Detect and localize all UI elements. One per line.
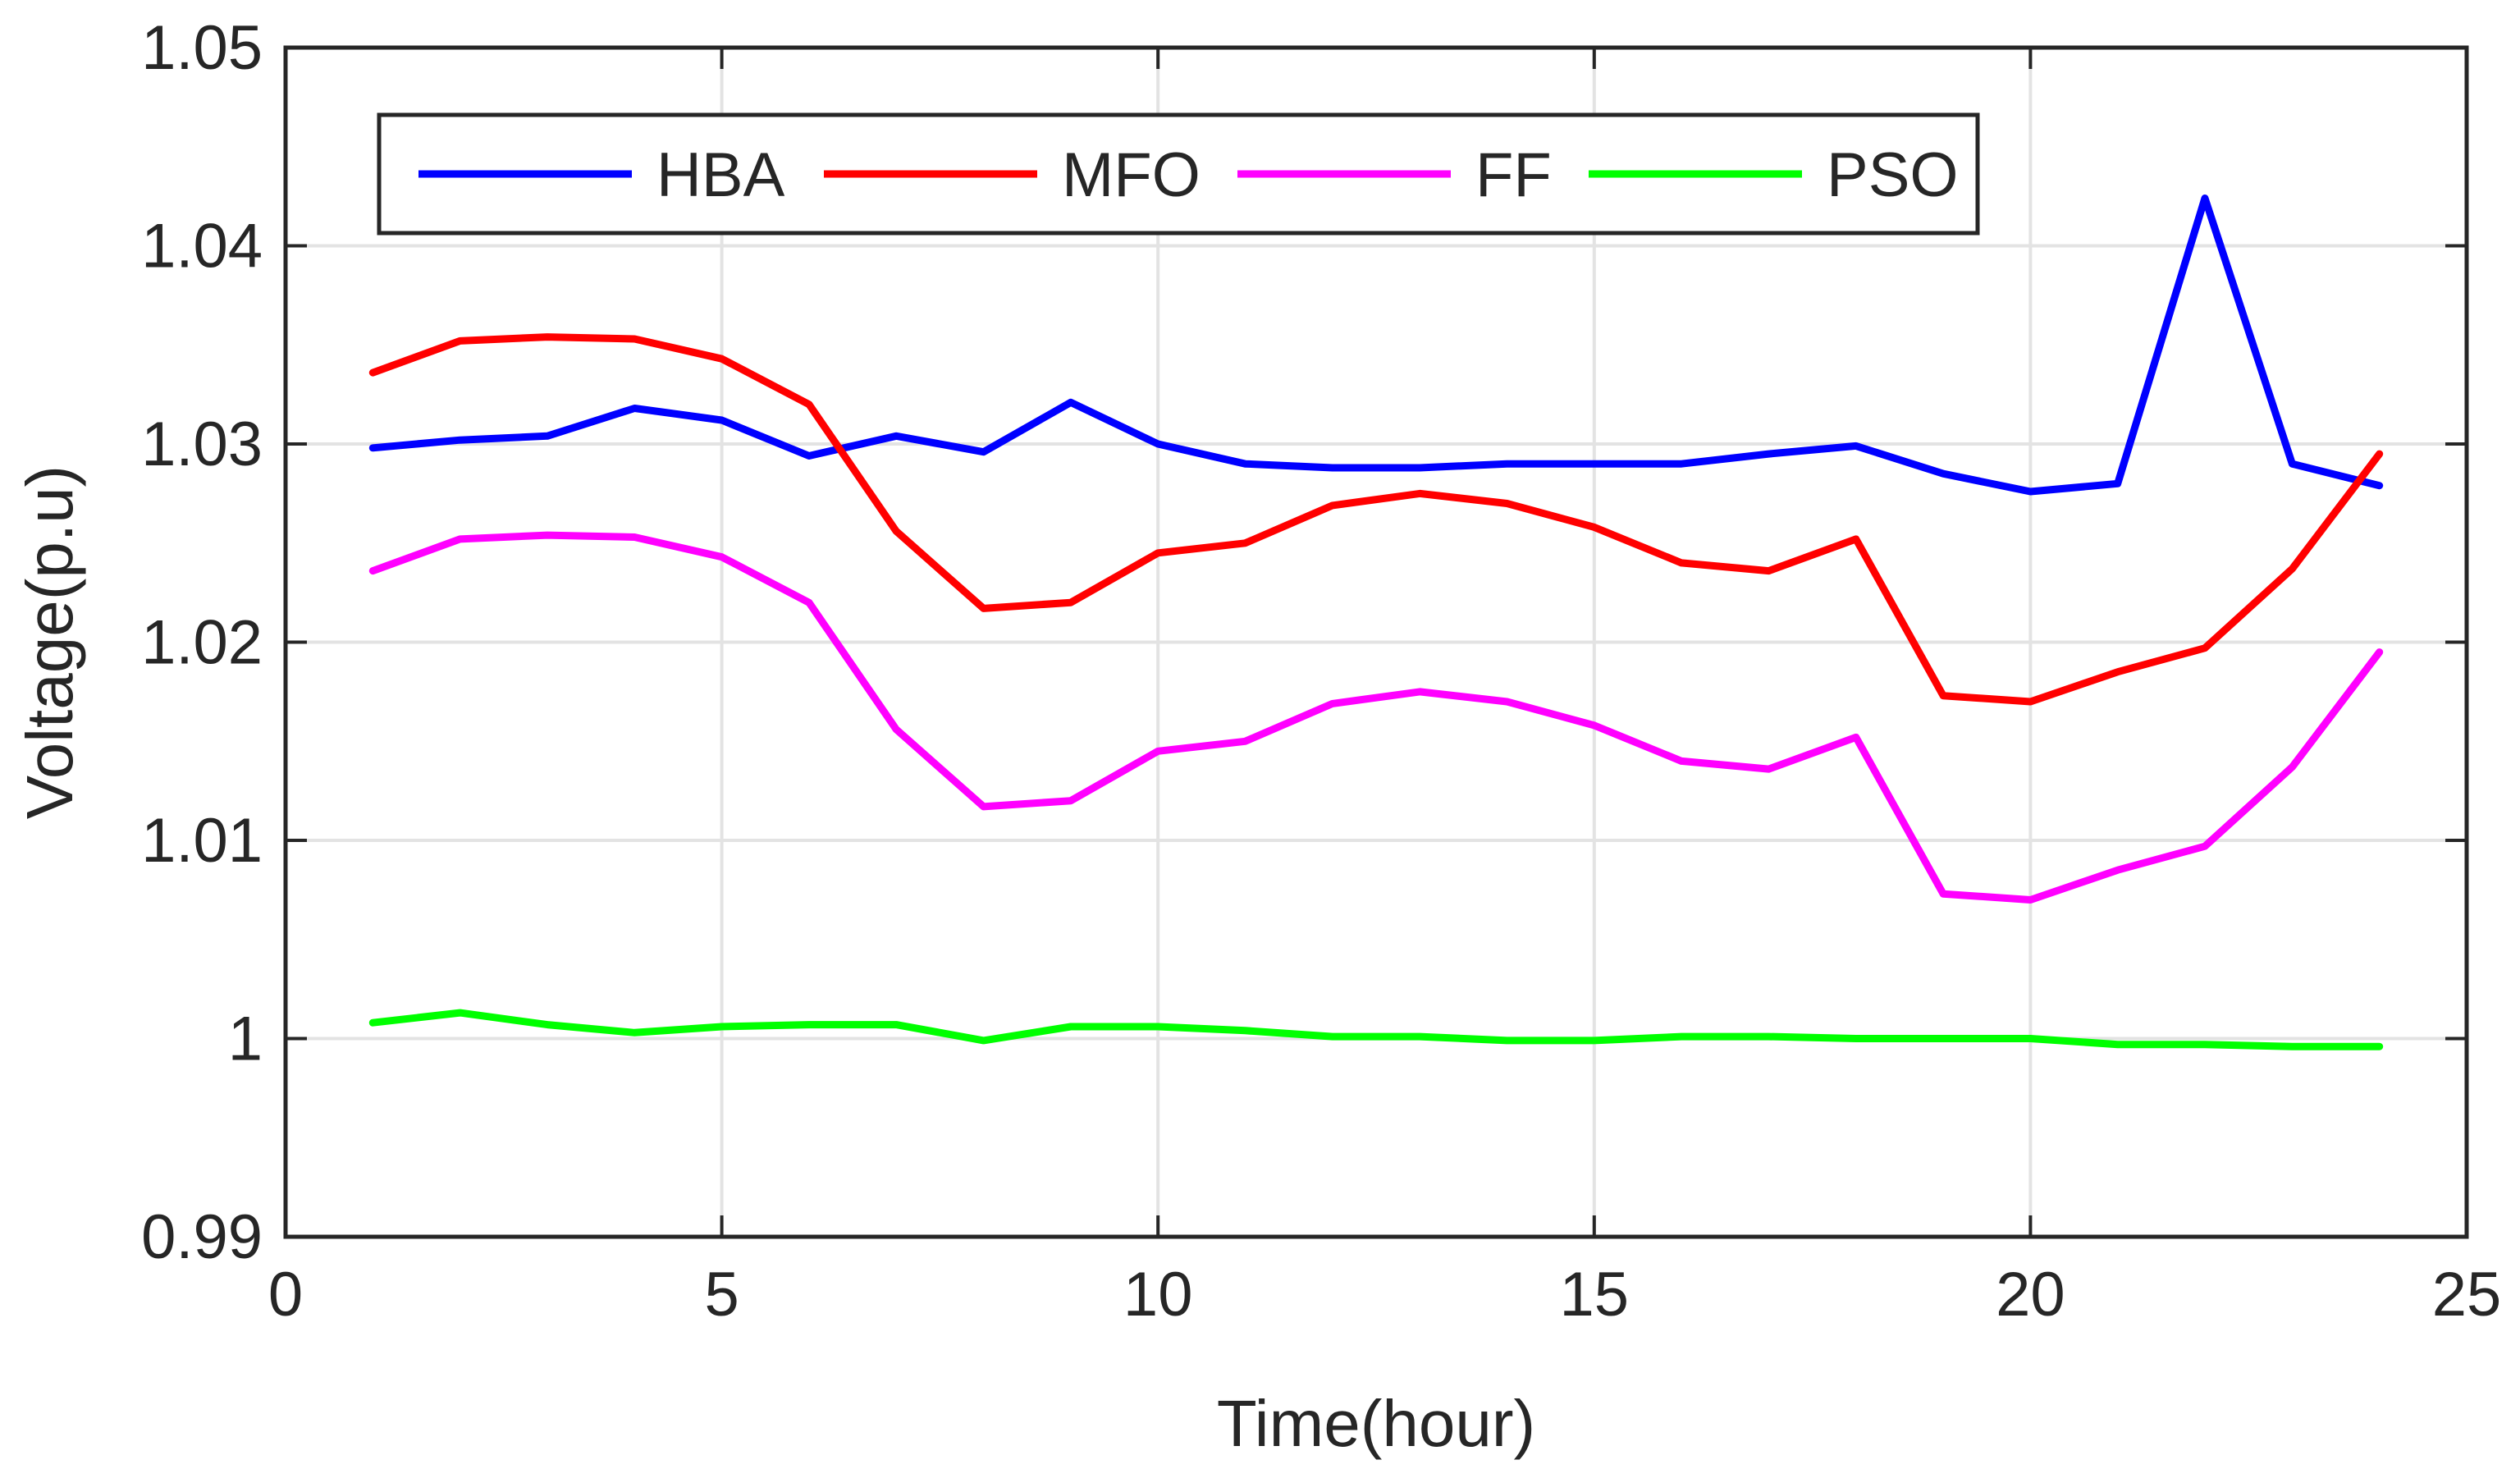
series-line-ff <box>368 531 2384 904</box>
legend-label-mfo: MFO <box>1062 140 1201 210</box>
series-line-mfo <box>368 333 2384 706</box>
x-tick-label: 25 <box>2432 1260 2502 1329</box>
y-tick-label: 1.03 <box>141 410 263 479</box>
x-tick-label: 5 <box>704 1260 739 1329</box>
legend: HBA MFO FF PSO <box>377 112 1980 236</box>
y-tick-label: 1.05 <box>141 13 263 83</box>
legend-label-ff: FF <box>1475 140 1552 210</box>
x-tick-label: 10 <box>1123 1260 1193 1329</box>
y-tick-label: 1 <box>228 1005 263 1074</box>
x-axis-label: Time(hour) <box>1217 1387 1535 1460</box>
y-tick-label: 0.99 <box>141 1202 263 1272</box>
series-line-pso <box>368 1009 2384 1050</box>
y-tick-label: 1.01 <box>141 806 263 876</box>
axis-ticks: 0 5 10 15 20 25 0.99 1 1.01 1.02 1.03 1.04 1.05 <box>141 13 2501 1329</box>
y-tick-label: 1.04 <box>141 212 263 281</box>
series-lines <box>368 194 2384 1050</box>
x-tick-label: 0 <box>268 1260 303 1329</box>
y-axis-label: Voltage(p.u) <box>13 465 86 819</box>
legend-label-hba: HBA <box>656 140 785 210</box>
series-line-hba <box>368 194 2384 496</box>
y-tick-label: 1.02 <box>141 608 263 678</box>
legend-label-pso: PSO <box>1827 140 1959 210</box>
x-tick-label: 15 <box>1560 1260 1630 1329</box>
x-tick-label: 20 <box>1996 1260 2065 1329</box>
